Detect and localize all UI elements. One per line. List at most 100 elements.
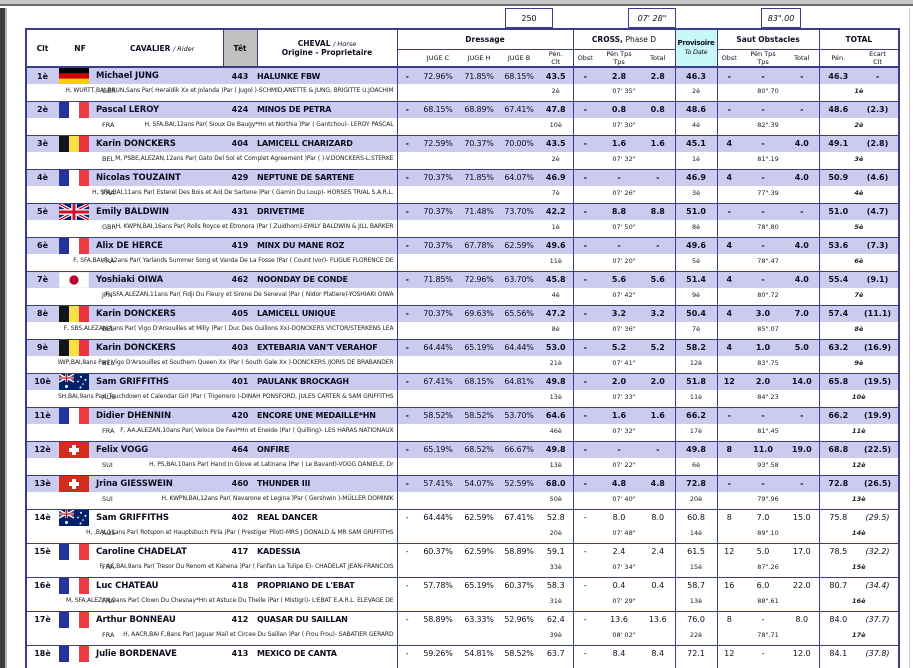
entry-detail-row: FRA H, AACR,BAI F.,8ans Par( Jaguar Mail … <box>26 628 900 646</box>
dressage-rank: 11è <box>539 254 573 272</box>
judge-b-score: 66.67% <box>499 441 539 458</box>
rank-cell: 15è <box>34 547 51 557</box>
provisional-rank: 14è <box>674 526 718 544</box>
rank-cell: 11è <box>26 407 58 424</box>
horse-breeding-owner: H, KWPN,BAI,16ans Par( Rolls Royce et Et… <box>115 223 394 230</box>
rider-cell: Julie BORDENAVE <box>58 645 223 662</box>
total-penalty: 84.0 <box>818 611 858 628</box>
entry-main-row: 11è Didier DHENNIN 420 ENCORE UNE MEDAILLE*… <box>26 407 900 424</box>
flag-fra-icon <box>59 577 89 594</box>
judge-c-score: 58.89% <box>423 615 453 625</box>
cross-obstacle-penalty: - <box>572 237 597 254</box>
jumping-obstacle-penalty: - <box>717 203 742 220</box>
empty-cell <box>396 526 417 544</box>
rider-cell: Emily BALDWIN <box>58 203 223 220</box>
jumping-time-penalty: 6.0 <box>756 581 770 591</box>
empty-cell <box>417 526 539 544</box>
empty-cell <box>396 628 417 646</box>
dressage-rank: 13è <box>539 390 573 408</box>
judge-c-score: 70.37% <box>417 305 459 322</box>
horse-breeding-owner: H, WURTT,BAI BRUN,Sans Par( Heraldik Xx … <box>65 87 394 94</box>
rank-cell: 8è <box>26 305 58 322</box>
horse-breeding-owner: F, SFA,BAI F.,12ans Par( Yarlands Summer… <box>73 257 394 264</box>
horse-breeding-owner: H, SFA,BAI,11ans Par( Esterel Des Bois e… <box>92 189 394 196</box>
judge-h-score: 63.33% <box>464 615 494 625</box>
dressage-rank: 2è <box>539 152 573 170</box>
cross-obstacle-penalty: - <box>572 407 597 424</box>
nation-code: GBR <box>102 223 117 231</box>
dressage-dash: - <box>396 645 417 662</box>
total-penalty: 72.8 <box>818 475 858 492</box>
empty-cell <box>417 390 539 408</box>
total-rank: 9è <box>818 356 900 374</box>
total-rank: 11è <box>818 424 900 442</box>
empty-cell <box>417 152 539 170</box>
total-rank: 5è <box>818 220 900 238</box>
judge-c-score: 70.37% <box>417 203 459 220</box>
jumping-time-penalty: - <box>741 67 786 84</box>
provisional-rank: 2è <box>674 84 718 102</box>
total-penalty: 49.1 <box>818 135 858 152</box>
jumping-total: 7.0 <box>785 305 820 322</box>
total-rank: 13è <box>818 492 900 510</box>
total-rank: 7è <box>818 288 900 306</box>
rider-name: Jrina GIESSWEIN <box>96 478 173 489</box>
jumping-obstacle-penalty: 4 <box>717 169 742 186</box>
empty-cell <box>417 458 539 476</box>
horse-name: PAULANK BROCKAGH <box>257 373 397 390</box>
results-rows: 1è Michael JUNG 443 HALUNKE FBW -72.96% 71.85… <box>26 67 900 668</box>
cross-obstacle-penalty: - <box>572 509 597 526</box>
jumping-obstacle-penalty: 16 <box>724 581 735 591</box>
dressage-penalty: 43.5 <box>539 67 573 84</box>
cross-time: 07' 30" <box>572 118 676 136</box>
jumping-total: 4.0 <box>785 271 820 288</box>
rank-cell: 1è <box>26 67 58 84</box>
jumping-obstacle-penalty: 4 <box>717 135 742 152</box>
cross-time-penalty: 1.6 <box>597 407 641 424</box>
entry-main-row: 6è Alix DE HERCE 419 MINX DU MANE ROZ -70.37… <box>26 237 900 254</box>
provisional-rank: 22è <box>674 628 718 646</box>
rider-name: Sam GRIFFITHS <box>96 512 169 523</box>
cross-obstacle-penalty: - <box>572 135 597 152</box>
judge-b-score: 58.52% <box>504 649 534 659</box>
cross-obstacle-penalty: - <box>572 271 597 288</box>
empty-cell <box>417 424 539 442</box>
rank-cell: 18è <box>34 649 51 659</box>
cross-time-penalty: 2.4 <box>612 547 626 557</box>
total-gap: (4.6) <box>857 169 900 186</box>
total-gap: - <box>857 67 900 84</box>
jumping-time: 81".19 <box>717 152 820 170</box>
jumping-total: 12.0 <box>792 649 811 659</box>
provisional-rank: 3è <box>674 186 718 204</box>
judge-c-score: 60.37% <box>423 547 453 557</box>
judge-b-score: 60.37% <box>504 581 534 591</box>
dressage-rank: 50è <box>539 492 573 510</box>
dressage-penalty: 62.4 <box>546 615 565 625</box>
rider-name: Caroline CHADELAT <box>96 546 187 557</box>
bib-number: 405 <box>223 305 257 322</box>
entry-main-row: 16è Luc CHATEAU 418 PROPRIANO DE L'EBAT -57.… <box>26 577 899 594</box>
horse-origin-cell: FRA F, AC,BAI,9ans Par( Tresor Du Renom e… <box>58 560 397 578</box>
flag-aus-icon <box>59 373 89 390</box>
dressage-penalty: 49.6 <box>539 237 573 254</box>
cross-total: 13.6 <box>648 615 667 625</box>
total-penalty: 53.6 <box>818 237 858 254</box>
jumping-time: 93".58 <box>717 458 820 476</box>
entry-main-row: 7è Yoshiaki OIWA 462 NOONDAY DE CONDE -71.85… <box>26 271 900 288</box>
entry-detail-row: GER H, WURTT,BAI BRUN,Sans Par( Heraldik … <box>26 84 900 102</box>
empty-cell <box>396 152 417 170</box>
empty-cell <box>417 628 539 646</box>
horse-breeding-owner: F, ISH,BAI,9ans Par( Touchdown et Calend… <box>58 393 394 400</box>
horse-breeding-owner: H, BWP,BAI,8ans Par( Vigo D'Arsouilles e… <box>58 359 394 366</box>
col-cross: CROSS, Phase D <box>572 29 676 49</box>
judge-b-score: 73.70% <box>499 203 539 220</box>
col-juge-b: JUGE B <box>499 48 539 68</box>
horse-name: KADESSIA <box>257 547 301 557</box>
cross-obstacle-penalty: - <box>572 543 597 560</box>
cross-time: 07' 50" <box>572 220 676 238</box>
nation-code: SUI <box>102 495 113 503</box>
total-rank: 4è <box>818 186 900 204</box>
col-saut-obstacles: Saut Obstacles <box>717 29 820 49</box>
jumping-time-penalty: - <box>741 135 786 152</box>
rider-cell: Karin DONCKERS <box>58 135 223 152</box>
